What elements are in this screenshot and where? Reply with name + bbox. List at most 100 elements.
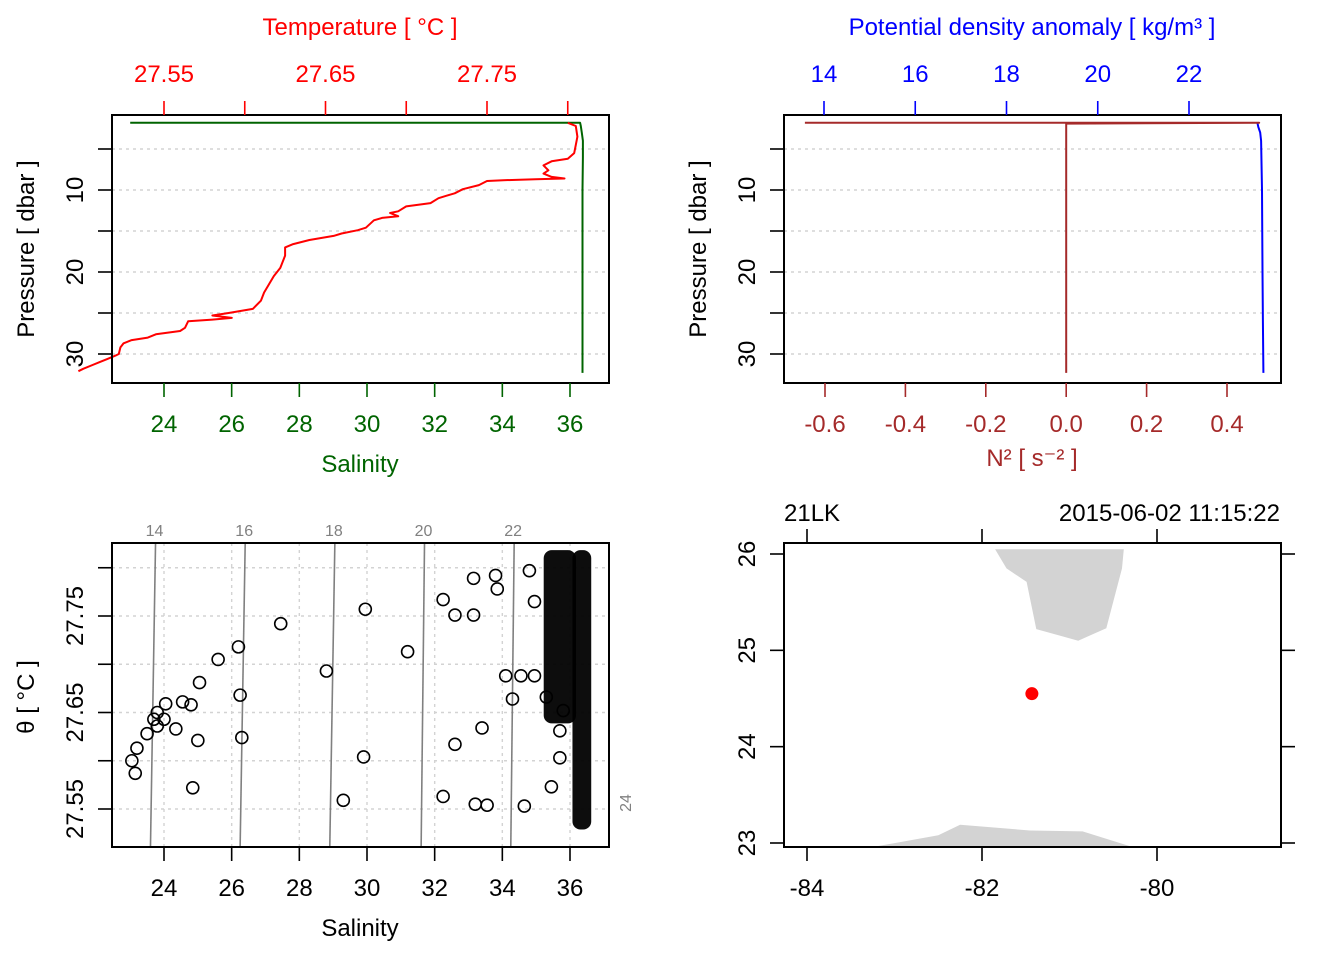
station-name: 21LK [784, 500, 840, 527]
x2-tick-label: 22 [1176, 61, 1203, 88]
x-tick-label: 34 [489, 411, 516, 438]
x-tick-label: 28 [286, 411, 313, 438]
x-axis-label: Salinity [321, 915, 398, 942]
ts-point [522, 563, 537, 578]
map-content [872, 549, 1133, 847]
y-tick-label: 10 [734, 177, 761, 204]
y-tick-label: 20 [734, 259, 761, 286]
station-marker [1025, 687, 1039, 701]
ts-point [175, 695, 190, 709]
x-tick-label: 32 [421, 875, 448, 902]
ts-point [553, 724, 567, 738]
x-tick-label: 30 [354, 875, 381, 902]
isopycnal-line [239, 543, 246, 847]
y-tick-label: 24 [734, 733, 761, 760]
ts-point [233, 688, 247, 702]
plot-frame [783, 114, 1282, 384]
x-tick-label: 24 [151, 411, 178, 438]
ts-point [191, 733, 205, 748]
ts-point [544, 780, 559, 794]
ts-point [185, 780, 200, 795]
ts-point [358, 602, 373, 617]
dense-point-band [572, 550, 592, 830]
x-tick-label: -0.6 [804, 411, 845, 438]
ts-point [157, 712, 171, 727]
x-axis-label: N² [ s⁻² ] [986, 445, 1077, 472]
x-tick-label: 28 [286, 875, 313, 902]
ts-point [468, 797, 483, 811]
ts-diagram-panel: 14 16 18 20 22 24 24 26 28 30 32 34 36 27.55 27.65 27.7… [13, 523, 635, 942]
ts-point [517, 799, 532, 813]
x2-axis-label: Temperature [ °C ] [263, 14, 458, 41]
ts-point [466, 608, 481, 622]
y-tick-label: 30 [734, 341, 761, 368]
station-map-panel: -84 -82 -80 23 24 25 26 21LK 2015-06-02 11:15:22 [734, 500, 1295, 902]
y-tick-label: 20 [62, 259, 89, 286]
ts-point [128, 766, 143, 781]
isopycnal-label: 18 [325, 523, 343, 540]
ts-point [356, 750, 371, 764]
y-axis-label: Pressure [ dbar ] [685, 160, 712, 337]
temperature-line [77, 121, 579, 373]
n2-line [804, 121, 1261, 373]
ts-point [466, 571, 481, 586]
x2-tick-label: 14 [811, 61, 838, 88]
ts-point [211, 652, 225, 667]
x-tick-label: 26 [218, 875, 245, 902]
ts-point [475, 721, 489, 735]
ts-point [192, 675, 207, 690]
y-axis-label: Pressure [ dbar ] [13, 160, 40, 337]
x-tick-label: -84 [790, 875, 825, 902]
plot-frame [783, 542, 1282, 848]
plot-frame [111, 542, 610, 848]
y-axis-label: θ [ °C ] [13, 660, 40, 734]
x-tick-label: 36 [557, 875, 584, 902]
y-tick-label: 23 [734, 830, 761, 857]
ts-point [231, 640, 246, 654]
y-tick-label: 27.75 [62, 586, 89, 646]
x-tick-label: 36 [557, 411, 584, 438]
x-tick-label: -0.4 [885, 411, 926, 438]
x-tick-label: 0.4 [1210, 411, 1243, 438]
ts-point [158, 697, 173, 711]
x-tick-label: 34 [489, 875, 516, 902]
x2-tick-label: 27.65 [295, 61, 355, 88]
station-time: 2015-06-02 11:15:22 [1059, 500, 1280, 527]
isopycnal-line [328, 543, 336, 847]
x-tick-label: 0.2 [1130, 411, 1163, 438]
ts-point [273, 616, 288, 631]
dense-point-band [543, 550, 576, 724]
ts-point [527, 594, 542, 609]
y-tick-label: 25 [734, 637, 761, 664]
ts-point [169, 722, 183, 736]
salinity-line [130, 121, 584, 373]
x-tick-label: 32 [421, 411, 448, 438]
isopycnal-label: 22 [504, 523, 522, 540]
y-tick-label: 27.65 [62, 682, 89, 742]
x-tick-label: 0.0 [1050, 411, 1083, 438]
isopycnal-line [149, 543, 157, 847]
x2-tick-label: 27.55 [134, 61, 194, 88]
y-tick-label: 27.55 [62, 779, 89, 839]
land-florida [995, 549, 1124, 641]
x-axis-label: Salinity [321, 451, 398, 478]
x-tick-label: 30 [354, 411, 381, 438]
y-tick-label: 26 [734, 541, 761, 568]
ts-point [448, 608, 462, 622]
ts-point [436, 592, 450, 607]
ts-point [539, 690, 554, 704]
x2-tick-label: 27.75 [457, 61, 517, 88]
ts-point [235, 730, 249, 745]
x-tick-label: -0.2 [965, 411, 1006, 438]
x-tick-label: -82 [965, 875, 1000, 902]
ts-point [490, 582, 505, 596]
x2-tick-label: 16 [902, 61, 929, 88]
isopycnal-label: 16 [235, 523, 253, 540]
y-tick-label: 30 [62, 341, 89, 368]
ts-point [140, 726, 154, 741]
ts-point [130, 741, 144, 756]
x-tick-label: 26 [218, 411, 245, 438]
x2-tick-label: 18 [993, 61, 1020, 88]
isopycnal-label: 14 [146, 523, 164, 540]
